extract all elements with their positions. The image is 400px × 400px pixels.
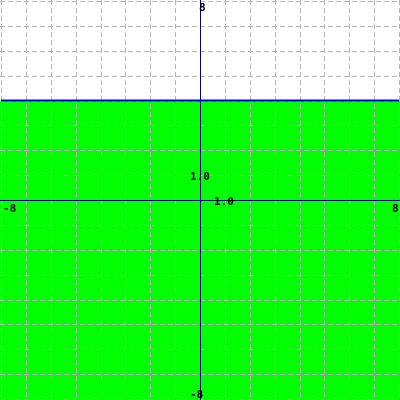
y-unit-tick-label: 1.0 [190, 170, 210, 183]
y-min-tick-label: -8 [190, 388, 203, 400]
x-unit-tick-label: 1.0 [214, 195, 234, 208]
tick-label-layer: -8 8 8 -8 1.0 1.0 [3, 1, 399, 400]
x-min-tick-label: -8 [3, 202, 16, 215]
x-max-tick-label: 8 [392, 202, 399, 215]
y-max-tick-label: 8 [199, 1, 206, 14]
